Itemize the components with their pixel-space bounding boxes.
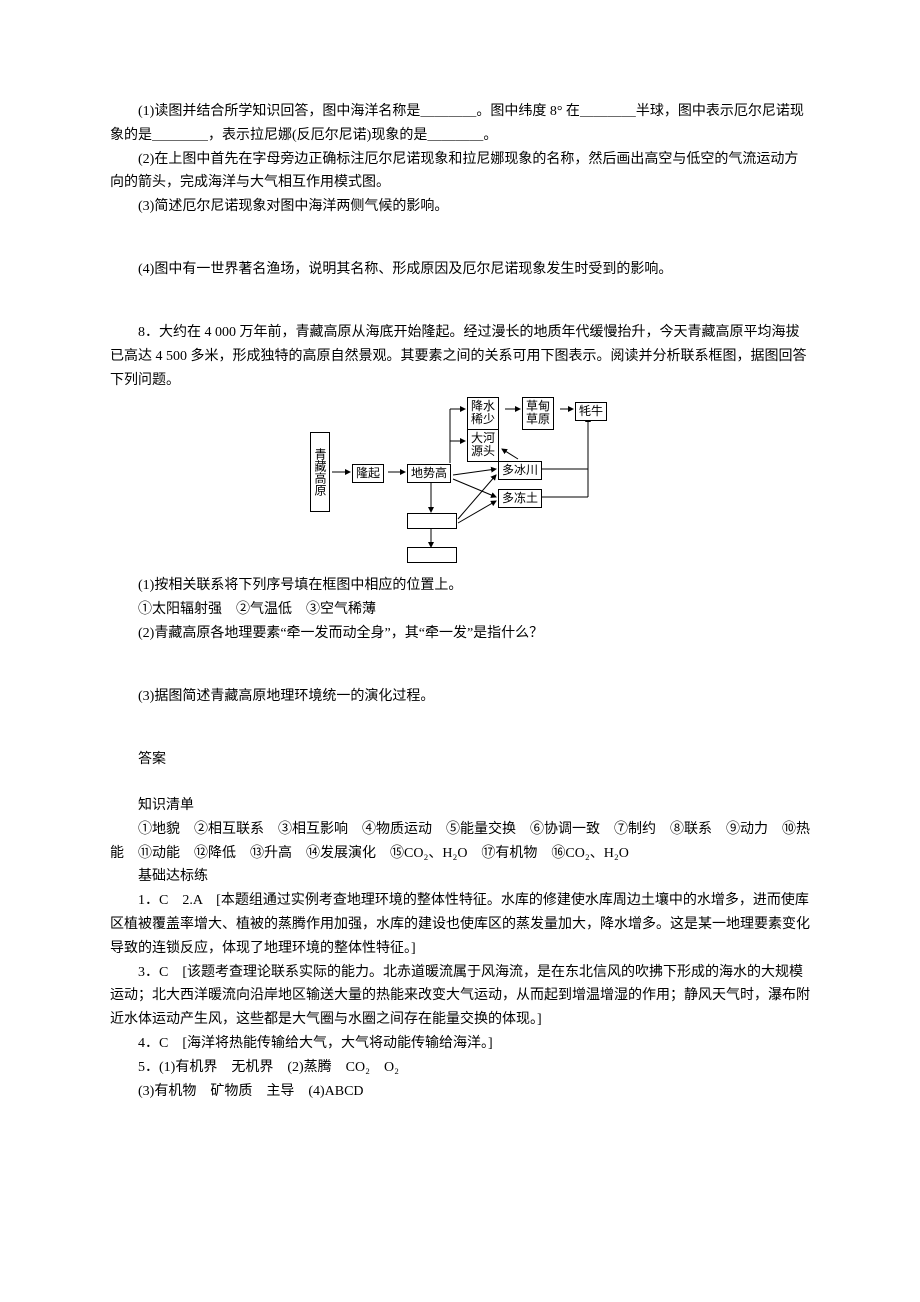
answer-4: 4．C [海洋将热能传输给大气，大气将动能传输给海洋。] [110,1032,810,1056]
knowledge-list-title: 知识清单 [110,794,810,818]
question-3: (3)简述厄尔尼诺现象对图中海洋两侧气候的影响。 [110,195,810,219]
document-page: (1)读图并结合所学知识回答，图中海洋名称是＿＿＿＿。图中纬度 8° 在＿＿＿＿… [0,0,920,1302]
answers-header: 答案 [110,748,810,772]
node-rise: 隆起 [352,464,384,484]
answer-3: 3．C [该题考查理论联系实际的能力。北赤道暖流属于风海流，是在东北信风的吹拂下… [110,961,810,1032]
node-qinghai-tibet: 青藏高原 [310,432,330,512]
node-blank-2 [407,547,457,563]
q8-intro: 8．大约在 4 000 万年前，青藏高原从海底开始隆起。经过漫长的地质年代缓慢抬… [110,321,810,392]
answer-5-line2: (3)有机物 矿物质 主导 (4)ABCD [110,1080,810,1104]
q8-sub2: (2)青藏高原各地理要素“牵一发而动全身”，其“牵一发”是指什么？ [110,622,810,646]
q8-sub1b: ①太阳辐射强 ②气温低 ③空气稀薄 [110,598,810,622]
node-precip-low: 降水 稀少 [467,397,499,431]
spacer [110,219,810,258]
answer-5-line1: 5．(1)有机界 无机界 (2)蒸腾 CO₂ O₂ [110,1056,810,1080]
q8-sub3: (3)据图简述青藏高原地理环境统一的演化过程。 [110,685,810,709]
spacer [110,282,810,321]
question-2: (2)在上图中首先在字母旁边正确标注厄尔尼诺现象和拉尼娜现象的名称，然后画出高空… [110,148,810,196]
base-practice-title: 基础达标练 [110,865,810,889]
spacer [110,709,810,748]
flow-diagram: 青藏高原 隆起 地势高 降水 稀少 草甸 草原 牦牛 大河 源头 多冰川 多冻土 [310,397,610,562]
question-4: (4)图中有一世界著名渔场，说明其名称、形成原因及厄尔尼诺现象发生时受到的影响。 [110,258,810,282]
node-yak: 牦牛 [575,402,607,422]
node-glacier: 多冰川 [498,461,542,481]
node-meadow: 草甸 草原 [522,397,554,431]
diagram-wrapper: 青藏高原 隆起 地势高 降水 稀少 草甸 草原 牦牛 大河 源头 多冰川 多冻土 [110,397,810,571]
node-river-source: 大河 源头 [467,429,499,463]
q8-sub1a: (1)按相关联系将下列序号填在框图中相应的位置上。 [110,574,810,598]
knowledge-list-body: ①地貌 ②相互联系 ③相互影响 ④物质运动 ⑤能量交换 ⑥协调一致 ⑦制约 ⑧联… [110,818,810,866]
node-terrain-high: 地势高 [407,464,451,484]
node-frozen-soil: 多冻土 [498,489,542,509]
question-1: (1)读图并结合所学知识回答，图中海洋名称是＿＿＿＿。图中纬度 8° 在＿＿＿＿… [110,100,810,148]
node-blank-1 [407,513,457,529]
answer-1-2: 1．C 2.A [本题组通过实例考查地理环境的整体性特征。水库的修建使水库周边土… [110,889,810,960]
spacer [110,646,810,685]
spacer [110,772,810,794]
